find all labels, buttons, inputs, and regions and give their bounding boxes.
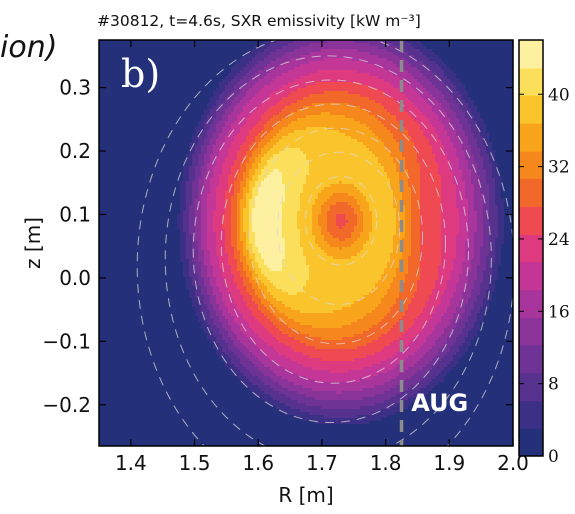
x-tick-label: 1.4	[115, 451, 147, 475]
colorbar-tick-label: 8	[548, 375, 559, 395]
colorbar-segment	[519, 178, 543, 207]
colorbar-segment	[519, 68, 543, 96]
panel-label: b)	[121, 52, 160, 96]
colorbar-tick-label: 16	[548, 302, 570, 322]
colorbar-segment	[519, 40, 543, 69]
colorbar-tick-label: 32	[548, 158, 570, 178]
y-tick-label: 0.2	[59, 139, 91, 163]
plot-title: #30812, t=4.6s, SXR emissivity [kW m⁻³]	[97, 12, 421, 30]
flux-surface	[192, 79, 469, 424]
colorbar-segment	[519, 317, 543, 346]
plot-frame	[98, 39, 514, 447]
y-axis: 0.3 0.2 0.1 0.0 −0.1 −0.2	[42, 76, 513, 417]
colorbar-segment	[519, 427, 543, 457]
y-tick-label: −0.2	[42, 393, 91, 417]
colorbar-tick-label: 40	[548, 85, 570, 105]
colorbar-segment	[519, 344, 543, 374]
colorbar-segment	[519, 261, 543, 291]
plot-area: AUG b)	[98, 39, 514, 447]
colorbar-segment	[519, 206, 543, 235]
colorbar-segment	[519, 372, 543, 402]
y-axis-label: z [m]	[21, 217, 45, 269]
flux-surface	[220, 103, 446, 384]
colorbar-frame	[518, 39, 544, 457]
colorbar-segment	[519, 123, 543, 152]
x-tick-label: 1.5	[179, 451, 211, 475]
x-tick-label: 1.8	[370, 451, 402, 475]
colorbar-segment	[519, 400, 543, 429]
y-tick-label: 0.1	[59, 202, 91, 226]
flux-surfaces	[136, 40, 513, 446]
y-tick-label: 0.0	[59, 266, 91, 290]
colorbar: 0 8 16 24 32 40	[518, 39, 570, 467]
flux-surface	[248, 127, 424, 345]
y-tick-label: −0.1	[42, 329, 91, 353]
x-tick-label: 1.6	[242, 451, 274, 475]
colorbar-tick-label: 24	[548, 230, 570, 250]
flux-surface	[164, 55, 492, 446]
x-axis-label: R [m]	[278, 483, 333, 507]
colorbar-tick-label: 0	[548, 447, 559, 467]
flux-surface	[304, 175, 378, 266]
flux-surface	[276, 151, 401, 306]
colorbar-segment	[519, 95, 543, 124]
y-tick-label: 0.3	[59, 76, 91, 100]
emissivity-contours	[99, 40, 513, 446]
cut-off-text-fragment: ion)	[0, 30, 57, 65]
x-axis: 1.4 1.5 1.6 1.7 1.8 1.9 2.0	[115, 40, 529, 475]
colorbar-segment	[519, 289, 543, 319]
x-tick-label: 1.9	[433, 451, 465, 475]
colorbar-segment	[519, 151, 543, 179]
aug-label: AUG	[411, 389, 468, 417]
x-tick-label: 1.7	[306, 451, 338, 475]
